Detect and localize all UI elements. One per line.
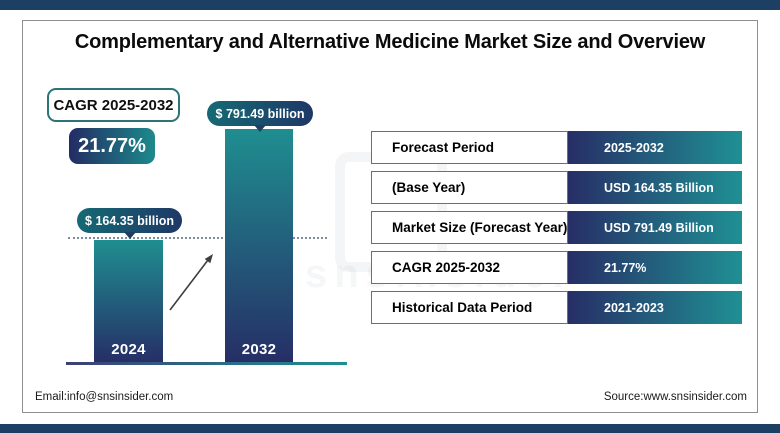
table-row-label: (Base Year)	[371, 171, 568, 204]
bar-2024: 2024	[94, 240, 163, 363]
bar-year-label: 2032	[241, 341, 277, 358]
top-accent-band	[0, 0, 780, 10]
bar-2032: 2032	[225, 129, 293, 363]
page-title: Complementary and Alternative Medicine M…	[74, 31, 706, 53]
bar-value-callout-2032: $ 791.49 billion	[207, 101, 313, 126]
cagr-value-badge: 21.77%	[69, 128, 155, 164]
cagr-period-label: CAGR 2025-2032	[47, 88, 180, 122]
growth-arrow-icon	[169, 254, 213, 311]
footer-email: Email:info@snsinsider.com	[35, 391, 174, 403]
table-row: Forecast Period 2025-2032	[371, 131, 742, 164]
bottom-accent-band	[0, 424, 780, 433]
table-row: Historical Data Period 2021-2023	[371, 291, 742, 324]
table-row: Market Size (Forecast Year) USD 791.49 B…	[371, 211, 742, 244]
reference-dotted-line	[68, 237, 327, 239]
table-row-label: Market Size (Forecast Year)	[371, 211, 568, 244]
table-row-value: USD 791.49 Billion	[568, 211, 742, 244]
chart-baseline	[66, 362, 347, 365]
bar-value-callout-2024: $ 164.35 billion	[77, 208, 182, 233]
table-row-label: Historical Data Period	[371, 291, 568, 324]
footer-source: Source:www.snsinsider.com	[603, 391, 747, 403]
table-row-value: USD 164.35 Billion	[568, 171, 742, 204]
bar-year-label: 2024	[111, 341, 146, 358]
table-row-value: 21.77%	[568, 251, 742, 284]
table-row: CAGR 2025-2032 21.77%	[371, 251, 742, 284]
table-row: (Base Year) USD 164.35 Billion	[371, 171, 742, 204]
table-row-value: 2021-2023	[568, 291, 742, 324]
table-row-value: 2025-2032	[568, 131, 742, 164]
table-row-label: CAGR 2025-2032	[371, 251, 568, 284]
market-summary-table: Forecast Period 2025-2032 (Base Year) US…	[371, 131, 742, 324]
table-row-label: Forecast Period	[371, 131, 568, 164]
